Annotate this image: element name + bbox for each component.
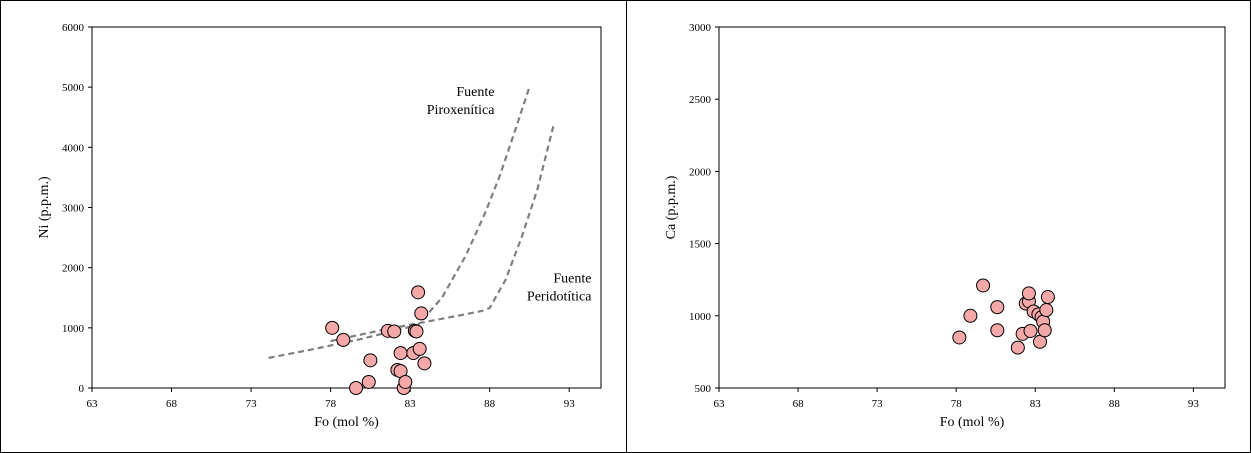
y-tick-label: 3000: [62, 203, 85, 215]
data-point: [990, 323, 1005, 338]
annotation-line: Peridotítica: [527, 290, 592, 305]
peridotite-source-curve: [330, 126, 555, 343]
x-tick-label: 83: [405, 398, 417, 410]
chart-ca-vs-fo: 500 1000 1500 2000 2500 3000 63 68 73 78 83 88 93 Fo …: [626, 0, 1251, 453]
y-tick-label: 1000: [62, 323, 85, 335]
x-tick-label: 88: [484, 398, 496, 410]
data-point: [1023, 323, 1038, 338]
x-tick-label: 68: [793, 398, 805, 410]
annotation-line: Fuente: [456, 85, 494, 100]
data-point: [325, 320, 340, 335]
y-tick-label: 1000: [689, 311, 712, 323]
y-tick-label: 1500: [689, 239, 712, 251]
x-tick-label: 93: [564, 398, 576, 410]
annotation-fuente-piroxenitica: Fuente Piroxenítica: [427, 85, 495, 118]
data-point: [412, 341, 427, 356]
x-axis-title: Fo (mol %): [940, 415, 1005, 430]
data-point: [1010, 340, 1025, 355]
y-tick-label: 6000: [62, 22, 85, 34]
data-point: [361, 374, 376, 389]
y-tick-label: 2500: [689, 94, 712, 106]
data-point: [1021, 286, 1036, 301]
data-point: [398, 374, 413, 389]
data-point: [417, 356, 432, 371]
x-tick-label: 78: [951, 398, 963, 410]
x-tick-label: 78: [325, 398, 337, 410]
x-axis-title: Fo (mol %): [314, 415, 379, 430]
data-point: [411, 285, 426, 300]
annotation-fuente-peridotitica: Fuente Peridotítica: [527, 272, 592, 305]
x-tick-label: 73: [872, 398, 884, 410]
x-tick-label: 88: [1109, 398, 1121, 410]
data-point: [349, 381, 364, 395]
x-tick-label: 93: [1188, 398, 1200, 410]
x-tick-label: 83: [1030, 398, 1042, 410]
data-point: [1032, 334, 1047, 349]
y-tick-label: 0: [79, 383, 85, 395]
data-point: [409, 324, 424, 339]
data-point: [393, 346, 408, 361]
y-tick-label: 2000: [62, 263, 85, 275]
y-tick-label: 5000: [62, 82, 85, 94]
y-tick-label: 4000: [62, 142, 85, 154]
data-point: [1039, 303, 1054, 318]
data-point: [1037, 323, 1052, 338]
data-point: [387, 324, 402, 339]
chart-ni-vs-fo: 0 1000 2000 3000 4000 5000 6000 63 68 73 78 83 88 93 F…: [0, 0, 628, 453]
data-point: [414, 306, 429, 321]
data-point: [952, 330, 967, 345]
y-tick-label: 2000: [689, 166, 712, 178]
ni-scatter-plot: 0 1000 2000 3000 4000 5000 6000 63 68 73 78 83 88 93 F…: [37, 22, 602, 430]
x-tick-label: 73: [246, 398, 258, 410]
annotation-line: Fuente: [553, 272, 591, 287]
data-point: [990, 300, 1005, 315]
data-point: [363, 353, 378, 368]
y-tick-label: 3000: [689, 22, 712, 34]
x-tick-label: 63: [714, 398, 726, 410]
annotation-line: Piroxenítica: [427, 103, 495, 118]
pyroxenite-source-curve: [268, 86, 531, 359]
plot-area-frame: [718, 26, 1226, 389]
data-point: [336, 332, 351, 347]
y-axis-title: Ni (p.p.m.): [37, 176, 52, 239]
x-tick-label: 63: [87, 398, 99, 410]
y-axis-title: Ca (p.p.m.): [664, 175, 679, 239]
y-tick-label: 500: [695, 383, 712, 395]
data-point: [963, 308, 978, 323]
data-point: [976, 278, 991, 293]
data-point: [1040, 290, 1055, 305]
ca-scatter-plot: 500 1000 1500 2000 2500 3000 63 68 73 78 83 88 93 Fo …: [664, 22, 1226, 430]
x-tick-label: 68: [166, 398, 178, 410]
